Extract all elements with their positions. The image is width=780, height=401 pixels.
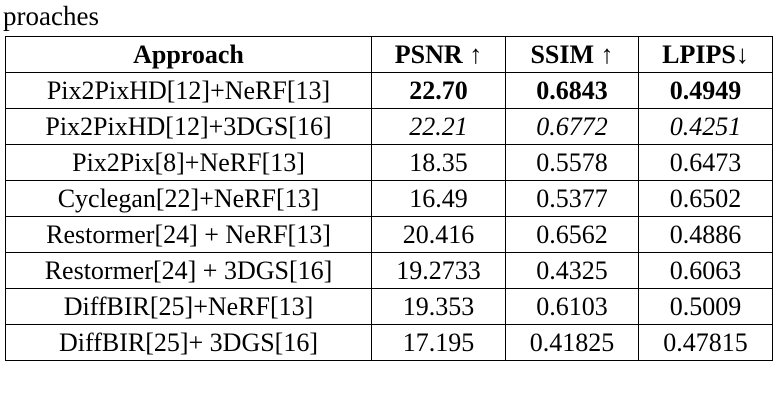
- metric-cell: 0.6063: [638, 252, 773, 289]
- results-table: Approach PSNR ↑ SSIM ↑ LPIPS↓ Pix2PixHD[12]…: [5, 36, 773, 361]
- table-body: Pix2PixHD[12]+NeRF[13] 22.70 0.6843 0.4949 P…: [5, 72, 773, 361]
- method-cell: Cyclegan[22]+NeRF[13]: [5, 180, 372, 217]
- caption-fragment: proaches: [3, 1, 99, 31]
- header-cell: SSIM ↑: [505, 36, 639, 73]
- metric-cell: 0.4251: [638, 108, 773, 145]
- metric-cell: 0.5009: [638, 288, 773, 325]
- table-row: Restormer[24] + 3DGS[16] 19.2733 0.4325 0.6…: [5, 252, 773, 289]
- metric-cell: 0.6502: [638, 180, 773, 217]
- method-cell: Pix2Pix[8]+NeRF[13]: [5, 144, 372, 181]
- header-cell: PSNR ↑: [371, 36, 506, 73]
- table-row: DiffBIR[25]+NeRF[13] 19.353 0.6103 0.5009: [5, 288, 773, 325]
- metric-cell: 0.5578: [505, 144, 639, 181]
- table-row: Pix2Pix[8]+NeRF[13] 18.35 0.5578 0.6473: [5, 144, 773, 181]
- metric-cell: 19.2733: [371, 252, 506, 289]
- table-row: Restormer[24] + NeRF[13] 20.416 0.6562 0.48…: [5, 216, 773, 253]
- metric-cell: 0.4325: [505, 252, 639, 289]
- metric-cell: 0.6843: [505, 72, 639, 109]
- header-cell: Approach: [5, 36, 372, 73]
- metric-cell: 0.6562: [505, 216, 639, 253]
- method-cell: DiffBIR[25]+ 3DGS[16]: [5, 324, 372, 361]
- method-cell: Pix2PixHD[12]+NeRF[13]: [5, 72, 372, 109]
- header-cell: LPIPS↓: [638, 36, 773, 73]
- metric-cell: 17.195: [371, 324, 506, 361]
- metric-cell: 22.70: [371, 72, 506, 109]
- metric-cell: 0.6473: [638, 144, 773, 181]
- metric-cell: 0.41825: [505, 324, 639, 361]
- table-row: Pix2PixHD[12]+3DGS[16] 22.21 0.6772 0.4251: [5, 108, 773, 145]
- metric-cell: 19.353: [371, 288, 506, 325]
- table-row: Pix2PixHD[12]+NeRF[13] 22.70 0.6843 0.4949: [5, 72, 773, 109]
- metric-cell: 18.35: [371, 144, 506, 181]
- metric-cell: 16.49: [371, 180, 506, 217]
- method-cell: Restormer[24] + 3DGS[16]: [5, 252, 372, 289]
- metric-cell: 0.4886: [638, 216, 773, 253]
- method-cell: Pix2PixHD[12]+3DGS[16]: [5, 108, 372, 145]
- metric-cell: 0.4949: [638, 72, 773, 109]
- metric-cell: 22.21: [371, 108, 506, 145]
- metric-cell: 0.6772: [505, 108, 639, 145]
- metric-cell: 0.6103: [505, 288, 639, 325]
- table-row: DiffBIR[25]+ 3DGS[16] 17.195 0.41825 0.4781…: [5, 324, 773, 361]
- method-cell: Restormer[24] + NeRF[13]: [5, 216, 372, 253]
- metric-cell: 0.5377: [505, 180, 639, 217]
- table-row: Cyclegan[22]+NeRF[13] 16.49 0.5377 0.6502: [5, 180, 773, 217]
- metric-cell: 20.416: [371, 216, 506, 253]
- metric-cell: 0.47815: [638, 324, 773, 361]
- header-row: Approach PSNR ↑ SSIM ↑ LPIPS↓: [5, 36, 773, 73]
- method-cell: DiffBIR[25]+NeRF[13]: [5, 288, 372, 325]
